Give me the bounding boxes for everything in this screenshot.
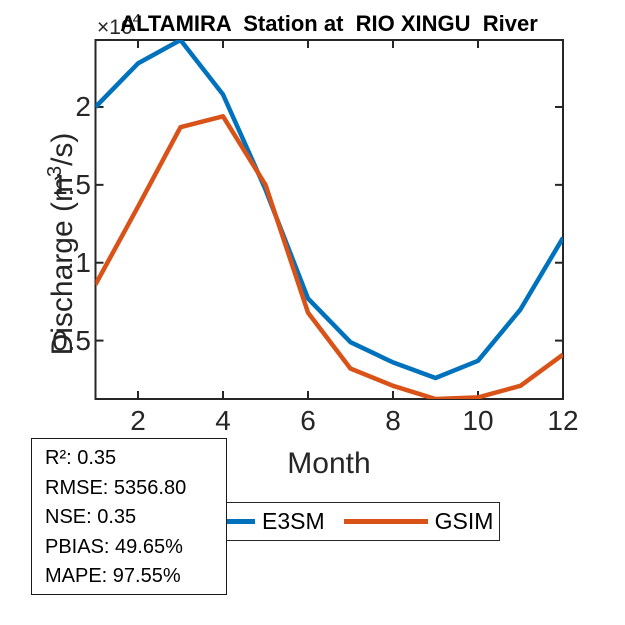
x-tick-label-10: 10 xyxy=(462,405,494,436)
chart-title: ALTAMIRA Station at RIO XINGU River xyxy=(120,11,538,36)
x-tick-label-4: 4 xyxy=(215,405,231,436)
y-tick-label-0.5: 0.5 xyxy=(52,324,91,356)
series-line-gsim xyxy=(95,114,563,399)
stat-pbias: PBIAS: 49.65% xyxy=(45,535,183,558)
x-tick-label-2: 2 xyxy=(130,405,146,436)
stat-nse: NSE: 0.35 xyxy=(45,506,137,528)
y-tick-label-2: 2 xyxy=(75,90,91,122)
x-tick-label-12: 12 xyxy=(547,405,579,436)
y-axis-multiplier-exponent: 4 xyxy=(132,11,141,28)
legend-line-sample-gsim xyxy=(343,519,428,524)
x-axis-label: Month xyxy=(287,447,371,480)
series-line-e3sm xyxy=(95,40,563,381)
stat-r2: R²: 0.35 xyxy=(45,447,117,469)
stat-mape: MAPE: 97.55% xyxy=(45,565,181,587)
x-tick-label-8: 8 xyxy=(385,405,401,436)
x-tick-label-6: 6 xyxy=(300,405,316,436)
y-tick-label-1: 1 xyxy=(75,246,91,278)
y-axis-multiplier-base: ×10 xyxy=(97,16,133,39)
y-axis-multiplier: ×104 xyxy=(97,11,141,40)
legend-label-e3sm: E3SM xyxy=(262,508,325,534)
legend-label-gsim: GSIM xyxy=(434,508,494,534)
y-axis-label-unit: /s) xyxy=(46,132,79,166)
stat-rmse: RMSE: 5356.80 xyxy=(45,476,187,499)
y-axis-label: Discharge (m3/s) xyxy=(44,133,80,356)
axes-box xyxy=(94,39,564,400)
stats-box: R²: 0.35 RMSE: 5356.80 NSE: 0.35 PBIAS: … xyxy=(31,438,227,595)
y-tick-label-1.5: 1.5 xyxy=(52,168,91,200)
